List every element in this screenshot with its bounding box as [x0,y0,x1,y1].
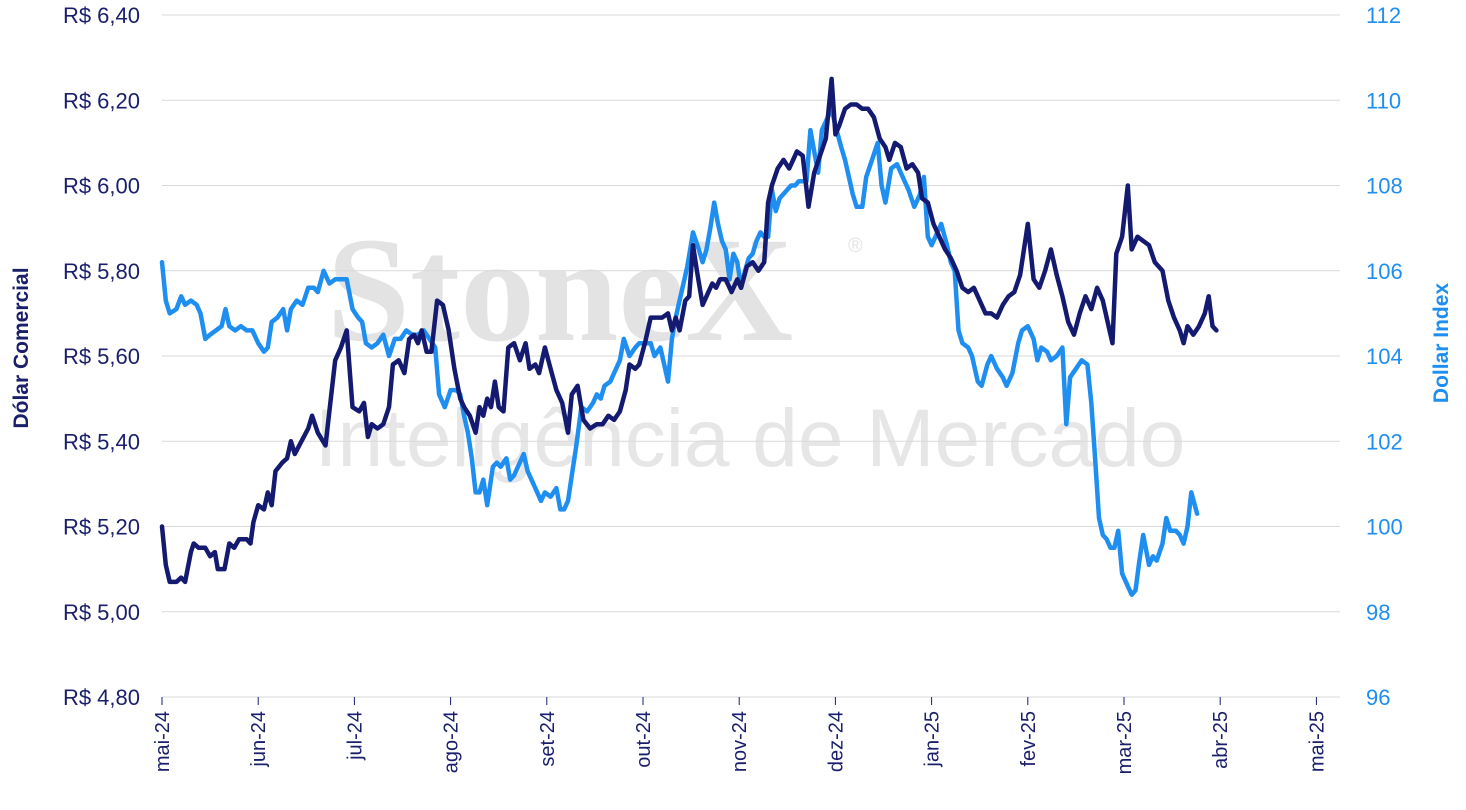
x-tick-label: fev-25 [1018,711,1040,767]
x-tick-label: dez-24 [825,711,847,772]
right-tick-label: 104 [1366,344,1403,369]
right-tick-label: 98 [1366,600,1390,625]
x-axis-ticks: mai-24 jun-24 jul-24 ago-24 set-24 out-24 nov-… [152,697,1328,774]
x-tick-label: out-24 [633,711,655,768]
left-tick-label: R$ 6,20 [63,88,140,113]
x-tick-label: nov-24 [729,711,751,772]
right-tick-label: 112 [1366,3,1401,28]
right-tick-label: 110 [1366,88,1401,113]
right-axis-ticks: 96 98 100 102 104 106 108 110 112 [1366,3,1403,710]
x-tick-label: jan-25 [922,711,944,768]
right-tick-label: 108 [1366,174,1403,199]
x-tick-label: mar-25 [1114,711,1136,774]
left-axis-ticks: R$ 4,80 R$ 5,00 R$ 5,20 R$ 5,40 R$ 5,60 R$ 5,… [63,3,140,710]
gridlines [162,14,1340,698]
left-tick-label: R$ 5,60 [63,344,140,369]
x-tick-label: jul-24 [344,711,366,761]
right-tick-label: 102 [1366,429,1403,454]
x-tick-label: jun-24 [248,711,270,768]
series-line-dolar-comercial [159,76,1219,585]
left-tick-label: R$ 6,40 [63,3,140,28]
left-tick-label: R$ 6,00 [63,174,140,199]
watermark-brand: StoneX [327,207,794,373]
right-tick-label: 106 [1366,259,1403,284]
right-tick-label: 100 [1366,515,1403,540]
series-line-dollar-index [159,106,1200,597]
left-tick-label: R$ 5,00 [63,600,140,625]
watermark-registered-mark: ® [848,235,863,257]
left-tick-label: R$ 5,40 [63,429,140,454]
x-tick-label: set-24 [537,711,559,767]
x-tick-label: ago-24 [441,711,463,773]
x-tick-label: abr-25 [1210,711,1232,769]
left-tick-label: R$ 4,80 [63,685,140,710]
x-tick-label: mai-24 [152,711,174,772]
watermark-subtitle: Inteligência de Mercado [315,393,1186,484]
right-tick-label: 96 [1366,685,1390,710]
left-axis-title: Dólar Comercial [10,267,33,428]
right-axis-title: Dollar Index [1430,283,1453,404]
left-tick-label: R$ 5,20 [63,515,140,540]
series-layer [159,76,1219,597]
x-tick-label: mai-25 [1306,711,1328,772]
stonex-watermark: StoneX ® Inteligência de Mercado [315,207,1186,484]
left-tick-label: R$ 5,80 [63,259,140,284]
